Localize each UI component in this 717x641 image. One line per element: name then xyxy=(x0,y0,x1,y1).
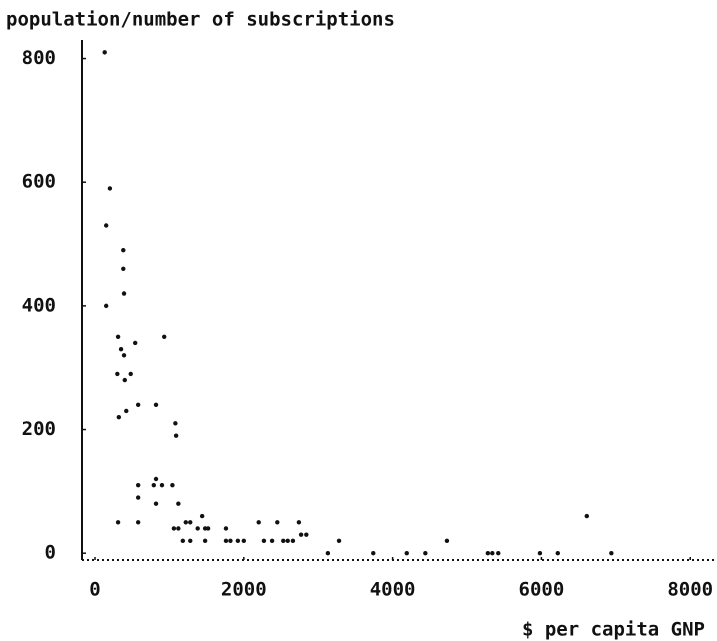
point xyxy=(205,526,211,531)
point xyxy=(423,550,428,556)
point xyxy=(290,538,296,544)
point xyxy=(195,526,200,531)
point xyxy=(490,550,495,556)
x-tick-label: 4000 xyxy=(370,579,416,601)
point xyxy=(609,550,614,556)
point xyxy=(496,550,501,556)
point xyxy=(103,303,109,309)
point xyxy=(325,550,331,556)
point xyxy=(281,538,286,544)
y-tick-label: 200 xyxy=(22,418,56,440)
point xyxy=(121,291,127,296)
point xyxy=(162,334,167,339)
point xyxy=(336,538,342,544)
x-tick-label: 6000 xyxy=(519,579,565,601)
x-tick-label: 0 xyxy=(89,579,100,601)
y-tick-label: 600 xyxy=(22,171,56,193)
point xyxy=(124,408,129,414)
point xyxy=(128,371,133,377)
x-axis-label: $ per capita GNP xyxy=(522,619,705,641)
point xyxy=(115,371,120,377)
point xyxy=(296,520,302,525)
point xyxy=(371,550,376,556)
point xyxy=(153,476,159,482)
point xyxy=(261,538,267,544)
y-tick-label: 0 xyxy=(45,542,56,564)
point xyxy=(202,538,208,544)
point xyxy=(121,266,126,271)
point xyxy=(153,402,159,408)
point xyxy=(171,526,177,531)
point xyxy=(135,495,141,500)
x-tick-label: 8000 xyxy=(667,579,713,601)
y-tick-label: 400 xyxy=(22,294,56,316)
point xyxy=(199,513,205,519)
y-tick-label: 800 xyxy=(22,47,56,69)
point xyxy=(135,402,141,408)
point xyxy=(115,520,121,525)
point xyxy=(485,550,491,556)
point xyxy=(298,532,304,537)
point xyxy=(121,248,126,253)
point xyxy=(584,513,590,519)
point xyxy=(176,501,181,506)
point xyxy=(223,538,229,544)
point xyxy=(555,550,560,556)
point xyxy=(132,340,138,346)
point xyxy=(115,334,121,339)
point xyxy=(103,223,109,228)
point xyxy=(173,433,179,438)
x-tick-label: 2000 xyxy=(221,579,267,601)
point xyxy=(275,520,280,525)
point xyxy=(235,538,241,544)
point xyxy=(116,414,122,420)
point xyxy=(121,353,127,358)
point xyxy=(107,186,113,191)
point xyxy=(135,520,141,525)
point xyxy=(135,482,141,488)
point xyxy=(188,520,193,525)
chart-title: population/number of subscriptions xyxy=(6,9,395,31)
point xyxy=(285,538,290,544)
point xyxy=(183,520,188,525)
point xyxy=(153,501,159,506)
point xyxy=(122,377,127,383)
point xyxy=(404,550,409,556)
point xyxy=(170,482,175,488)
point xyxy=(118,346,124,352)
point xyxy=(444,538,450,544)
point xyxy=(102,50,107,55)
point xyxy=(304,532,309,537)
point xyxy=(269,538,275,544)
point xyxy=(228,538,233,544)
point xyxy=(188,538,193,544)
point xyxy=(223,526,229,531)
point xyxy=(176,526,181,531)
point xyxy=(151,482,156,488)
point xyxy=(180,538,186,544)
point xyxy=(159,482,165,488)
point xyxy=(241,538,247,544)
point xyxy=(173,421,178,426)
point xyxy=(537,550,543,556)
point xyxy=(256,520,261,525)
